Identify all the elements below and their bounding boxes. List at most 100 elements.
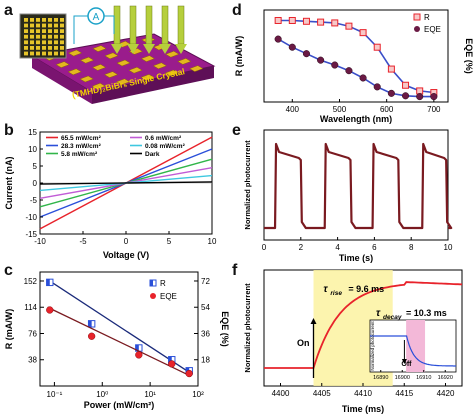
photo-pad (36, 40, 40, 45)
electrode-pad (116, 59, 131, 67)
wavelength-point-r (402, 81, 410, 89)
wavelength-point-r (373, 43, 381, 51)
photo-pad (30, 51, 34, 56)
iv-legend-label: 28.3 mW/cm² (61, 143, 102, 150)
device-schematic: A (TMHD)₂BiBr₅ Single Crystal (19, 5, 216, 104)
electrode-pad (116, 78, 131, 86)
photo-pad (30, 29, 34, 33)
power-legend-label-eqe: EQE (160, 292, 177, 301)
photo-pad (60, 46, 64, 50)
power-point-eqe (185, 369, 193, 378)
iv-xtick-label: 5 (167, 237, 172, 246)
wavelength-xtick-label: 700 (427, 105, 441, 114)
wavelength-point-eqe (387, 89, 395, 97)
light-beam (113, 5, 121, 45)
wavelength-point-r (288, 16, 296, 24)
switching-chart: 0 2 4 6 8 10 Time (s) Normalized photocurrent (243, 129, 453, 263)
off-arrow-head (401, 359, 407, 364)
wavelength-point-eqe (331, 61, 339, 69)
photo-pad (24, 40, 28, 45)
wavelength-point-eqe (359, 74, 367, 82)
wavelength-legend-swatch-r (413, 13, 421, 21)
wavelength-plot-frame (263, 9, 449, 103)
panel-letter-d: d (232, 2, 242, 19)
ammeter-label: A (93, 12, 100, 23)
power-legend-swatch-r-fill (150, 280, 153, 286)
wavelength-point-eqe (274, 35, 282, 43)
wavelength-point-eqe (401, 92, 410, 100)
power-point-eqe (88, 332, 96, 340)
photo-pad (48, 40, 52, 45)
wavelength-point-eqe (430, 93, 438, 101)
response-trace (264, 281, 463, 369)
electrode-pad (91, 82, 106, 90)
photo-pad (54, 18, 58, 22)
wavelength-point-r (416, 87, 424, 95)
light-beam-arrow (159, 44, 171, 54)
power-point-eqe (46, 306, 54, 314)
electrode-pad (67, 68, 82, 76)
electrode-pad (68, 49, 83, 57)
wavelength-point-eqe (317, 56, 325, 64)
photo-pad (42, 46, 46, 50)
wavelength-xtick-label: 400 (286, 105, 300, 114)
iv-ylabel: Current (nA) (4, 157, 14, 210)
switching-xtick-label: 10 (444, 243, 453, 252)
response-xtick-label: 4405 (313, 389, 331, 398)
iv-legend-label: 5.8 mW/cm² (61, 151, 98, 158)
photo-pad (42, 51, 46, 56)
photo-pad (48, 51, 52, 56)
photo-pad (30, 18, 34, 22)
power-series: 10⁻¹ 10⁰ 10¹ 10² 152 72 114 54 76 36 38 18 R EQE (24, 277, 211, 399)
photo-pad (42, 18, 46, 22)
photo-pad (54, 29, 58, 33)
rise-tau-value: = 9.6 ms (348, 284, 384, 294)
photo-pad (36, 18, 40, 22)
photo-pad (36, 46, 40, 50)
light-beam-arrow (127, 44, 139, 54)
iv-xlabel: Voltage (V) (103, 250, 149, 260)
electrode-pad (128, 66, 143, 74)
rise-tau: τ (323, 284, 328, 295)
iv-series-lines (39, 136, 213, 230)
power-ytick-label: 152 (24, 277, 38, 286)
iv-xtick-label: -5 (79, 237, 87, 246)
power-point-r-fill (168, 356, 172, 363)
photo-pad (48, 46, 52, 50)
wavelength-chart: 400 500 600 700 R EQE Wavelength (nm) R (mA/W… (234, 9, 474, 124)
photo-pad (42, 40, 46, 45)
photo-pad (60, 29, 64, 33)
power-plot-frame (39, 271, 199, 387)
on-arrow-head (310, 318, 317, 324)
power-ytick-label: 114 (24, 303, 37, 312)
power-xtick-label: 10² (192, 390, 204, 399)
photo-pad (60, 23, 64, 28)
wavelength-point-r (359, 29, 367, 37)
wavelength-point-r (331, 19, 339, 27)
power-xtick-label: 10⁻¹ (47, 390, 63, 399)
photo-pad (30, 23, 34, 28)
power-y2tick-label: 36 (201, 329, 210, 338)
wavelength-point-eqe (345, 67, 353, 75)
response-ylabel: Normalized photocurrent (243, 283, 252, 373)
wavelength-series: 400 500 600 700 R EQE (274, 13, 441, 114)
photo-pad (48, 18, 52, 22)
photo-pad (54, 34, 58, 39)
power-legend-swatch-eqe (150, 293, 156, 299)
response-xtick-label: 4400 (272, 389, 290, 398)
iv-xtick-label: 10 (208, 237, 217, 246)
photo-pad (42, 29, 46, 33)
wavelength-xlabel: Wavelength (nm) (320, 114, 392, 124)
photo-pad (42, 34, 46, 39)
response-xtick-label: 4415 (395, 389, 413, 398)
power-xtick-label: 10¹ (144, 390, 156, 399)
light-beam (161, 5, 169, 45)
photo-pad (36, 23, 40, 28)
wavelength-point-r (345, 22, 353, 30)
panel-letter-b: b (4, 122, 14, 139)
electrode-pad (189, 65, 204, 72)
wavelength-xtick-label: 500 (333, 105, 347, 114)
